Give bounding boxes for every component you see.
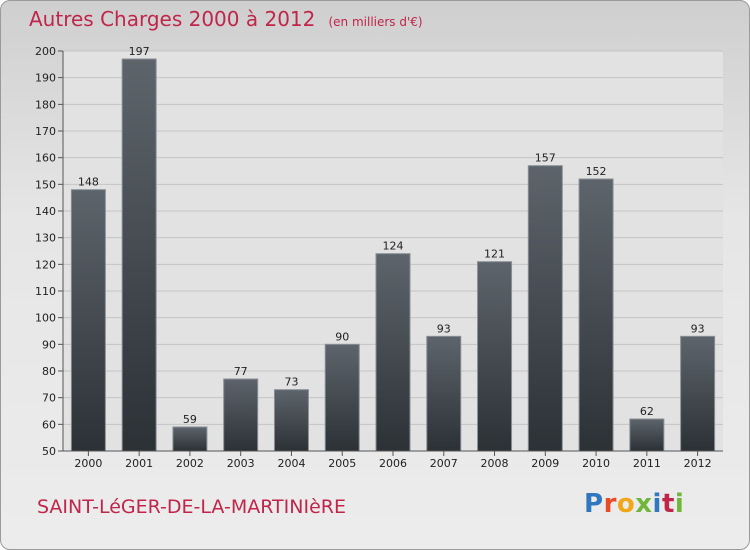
bar (629, 418, 665, 452)
logo-letter: i (674, 489, 685, 519)
y-tick-label: 150 (35, 178, 56, 191)
bar-value-label: 59 (183, 413, 197, 426)
x-axis-ticks: 2000 2001 2002 2003 2004 2005 2006 2007 2008 2009… (63, 450, 723, 470)
logo-letter: t (661, 489, 675, 519)
y-tick-label: 70 (42, 392, 56, 405)
bar (375, 253, 411, 452)
x-tick-label: 2009 (531, 457, 559, 470)
bar-value-label: 73 (284, 376, 298, 389)
y-tick-label: 90 (42, 338, 56, 351)
x-tick-label: 2006 (379, 457, 407, 470)
y-tick-label: 50 (42, 445, 56, 458)
x-tick-label: 2000 (74, 457, 102, 470)
chart-title: Autres Charges 2000 à 2012 (29, 7, 316, 31)
bar-value-label: 90 (335, 330, 349, 343)
proxiti-logo: Proxiti (584, 489, 684, 519)
bar (223, 378, 259, 452)
y-tick-label: 200 (35, 45, 56, 58)
bar (324, 343, 360, 452)
bar (578, 178, 614, 452)
y-tick-label: 170 (35, 125, 56, 138)
bar (426, 335, 462, 452)
logo-letter: x (635, 489, 653, 519)
x-tick-label: 2008 (481, 457, 509, 470)
commune-name: SAINT-LéGER-DE-LA-MARTINIèRE (37, 496, 346, 518)
y-tick-label: 80 (42, 365, 56, 378)
y-tick-label: 190 (35, 72, 56, 85)
y-tick-label: 180 (35, 98, 56, 111)
bar-value-label: 124 (383, 240, 404, 253)
data-labels: 148 197 59 77 73 90 124 93 121 157 152 62 93 (78, 45, 705, 426)
x-tick-label: 2005 (328, 457, 356, 470)
bar (527, 165, 563, 452)
logo-letter: r (603, 489, 617, 519)
chart-unit: (en milliers d'€) (328, 15, 423, 29)
y-tick-label: 60 (42, 418, 56, 431)
y-tick-label: 160 (35, 152, 56, 165)
y-axis-ticks: 50 60 70 80 90 100 110 120 130 140 150 160 170 180 190… (35, 45, 64, 458)
bar (273, 389, 309, 452)
x-tick-label: 2011 (633, 457, 661, 470)
bar-value-label: 93 (437, 322, 451, 335)
bar-value-label: 157 (535, 152, 556, 165)
bar-value-label: 77 (234, 365, 248, 378)
bars (70, 58, 716, 452)
y-tick-label: 130 (35, 232, 56, 245)
bar-value-label: 148 (78, 176, 99, 189)
x-tick-label: 2001 (125, 457, 153, 470)
logo-letter: o (616, 489, 636, 519)
y-tick-label: 100 (35, 312, 56, 325)
x-tick-label: 2012 (684, 457, 712, 470)
x-tick-label: 2007 (430, 457, 458, 470)
bar (121, 58, 157, 452)
bar (70, 189, 106, 452)
x-tick-label: 2004 (277, 457, 305, 470)
logo-letter: i (652, 489, 662, 519)
x-tick-label: 2003 (227, 457, 255, 470)
bar-value-label: 121 (484, 248, 505, 261)
x-tick-label: 2002 (176, 457, 204, 470)
bar-value-label: 93 (691, 322, 705, 335)
bar (172, 426, 208, 452)
y-tick-label: 110 (35, 285, 56, 298)
chart-title-block: Autres Charges 2000 à 2012 (en milliers … (29, 7, 423, 31)
bar-value-label: 152 (586, 165, 607, 178)
bar-value-label: 62 (640, 405, 654, 418)
x-tick-label: 2010 (582, 457, 610, 470)
bar (680, 335, 716, 452)
y-tick-label: 120 (35, 258, 56, 271)
y-tick-label: 140 (35, 205, 56, 218)
logo-letter: P (584, 489, 604, 519)
bar-value-label: 197 (129, 45, 150, 58)
bar (477, 261, 513, 452)
